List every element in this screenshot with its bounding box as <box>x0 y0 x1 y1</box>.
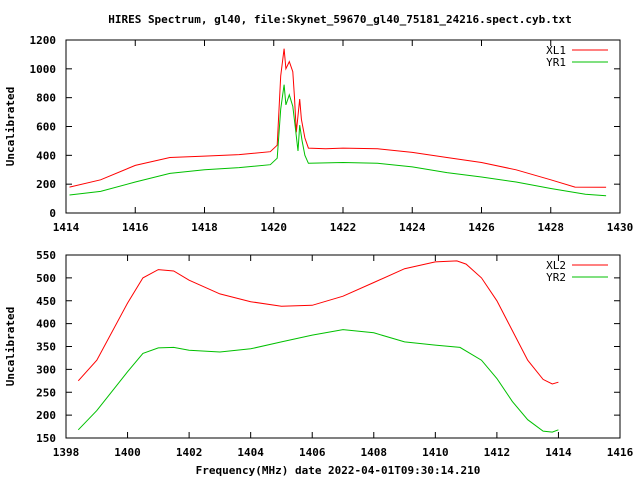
x-tick-label: 1406 <box>299 446 326 459</box>
x-tick-label: 1424 <box>399 221 426 234</box>
x-tick-label: 1426 <box>468 221 495 234</box>
plot-border <box>65 254 621 439</box>
plot-border <box>65 39 621 214</box>
y-tick-label: 350 <box>36 341 56 354</box>
x-tick-label: 1412 <box>484 446 511 459</box>
x-tick-label: 1430 <box>607 221 634 234</box>
y-tick-label: 250 <box>36 386 56 399</box>
panel-1: 1414 1416 1418 1420 1422 1424 1426 1428 1430 0 200… <box>4 34 633 234</box>
chart-title: HIRES Spectrum, gl40, file:Skynet_59670_… <box>108 13 572 26</box>
y-tick-label: 1200 <box>30 34 57 47</box>
x-tick-label: 1428 <box>538 221 565 234</box>
y-tick-label: 0 <box>49 207 56 220</box>
y-tick-label: 450 <box>36 295 56 308</box>
x-tick-label: 1404 <box>237 446 264 459</box>
y-tick-label: 200 <box>36 409 56 422</box>
y-tick-label: 550 <box>36 249 56 262</box>
x-tick-label: 1422 <box>330 221 357 234</box>
y-axis-label: Uncalibrated <box>4 307 17 386</box>
y-axis-label: Uncalibrated <box>4 87 17 166</box>
x-tick-label: 1410 <box>422 446 449 459</box>
x-tick-label: 1416 <box>607 446 634 459</box>
x-tick-label: 1398 <box>53 446 80 459</box>
x-tick-label: 1416 <box>122 221 149 234</box>
series-line-YR1 <box>69 84 607 197</box>
y-tick-label: 400 <box>36 149 56 162</box>
legend-label: YR1 <box>546 56 566 69</box>
legend-label: YR2 <box>546 271 566 284</box>
x-tick-label: 1400 <box>114 446 141 459</box>
x-tick-label: 1414 <box>545 446 572 459</box>
x-tick-label: 1402 <box>176 446 203 459</box>
y-tick-label: 400 <box>36 318 56 331</box>
legend-label: XL1 <box>546 44 566 57</box>
series-line-YR2 <box>77 329 559 433</box>
y-tick-label: 300 <box>36 363 56 376</box>
x-tick-label: 1408 <box>361 446 388 459</box>
x-tick-label: 1420 <box>261 221 288 234</box>
y-tick-label: 1000 <box>30 63 57 76</box>
y-tick-label: 800 <box>36 92 56 105</box>
panel-2: 1398 1400 1402 1404 1406 1408 1410 1412 1414 1416… <box>4 249 634 459</box>
series-line-XL1 <box>69 48 607 188</box>
y-tick-label: 500 <box>36 272 56 285</box>
legend-label: XL2 <box>546 259 566 272</box>
x-axis-label: Frequency(MHz) date 2022-04-01T09:30:14.… <box>196 464 481 477</box>
y-tick-label: 600 <box>36 121 56 134</box>
series-line-XL2 <box>77 260 559 385</box>
y-tick-label: 200 <box>36 178 56 191</box>
x-tick-label: 1418 <box>191 221 218 234</box>
y-tick-label: 150 <box>36 432 56 445</box>
x-tick-label: 1414 <box>53 221 80 234</box>
